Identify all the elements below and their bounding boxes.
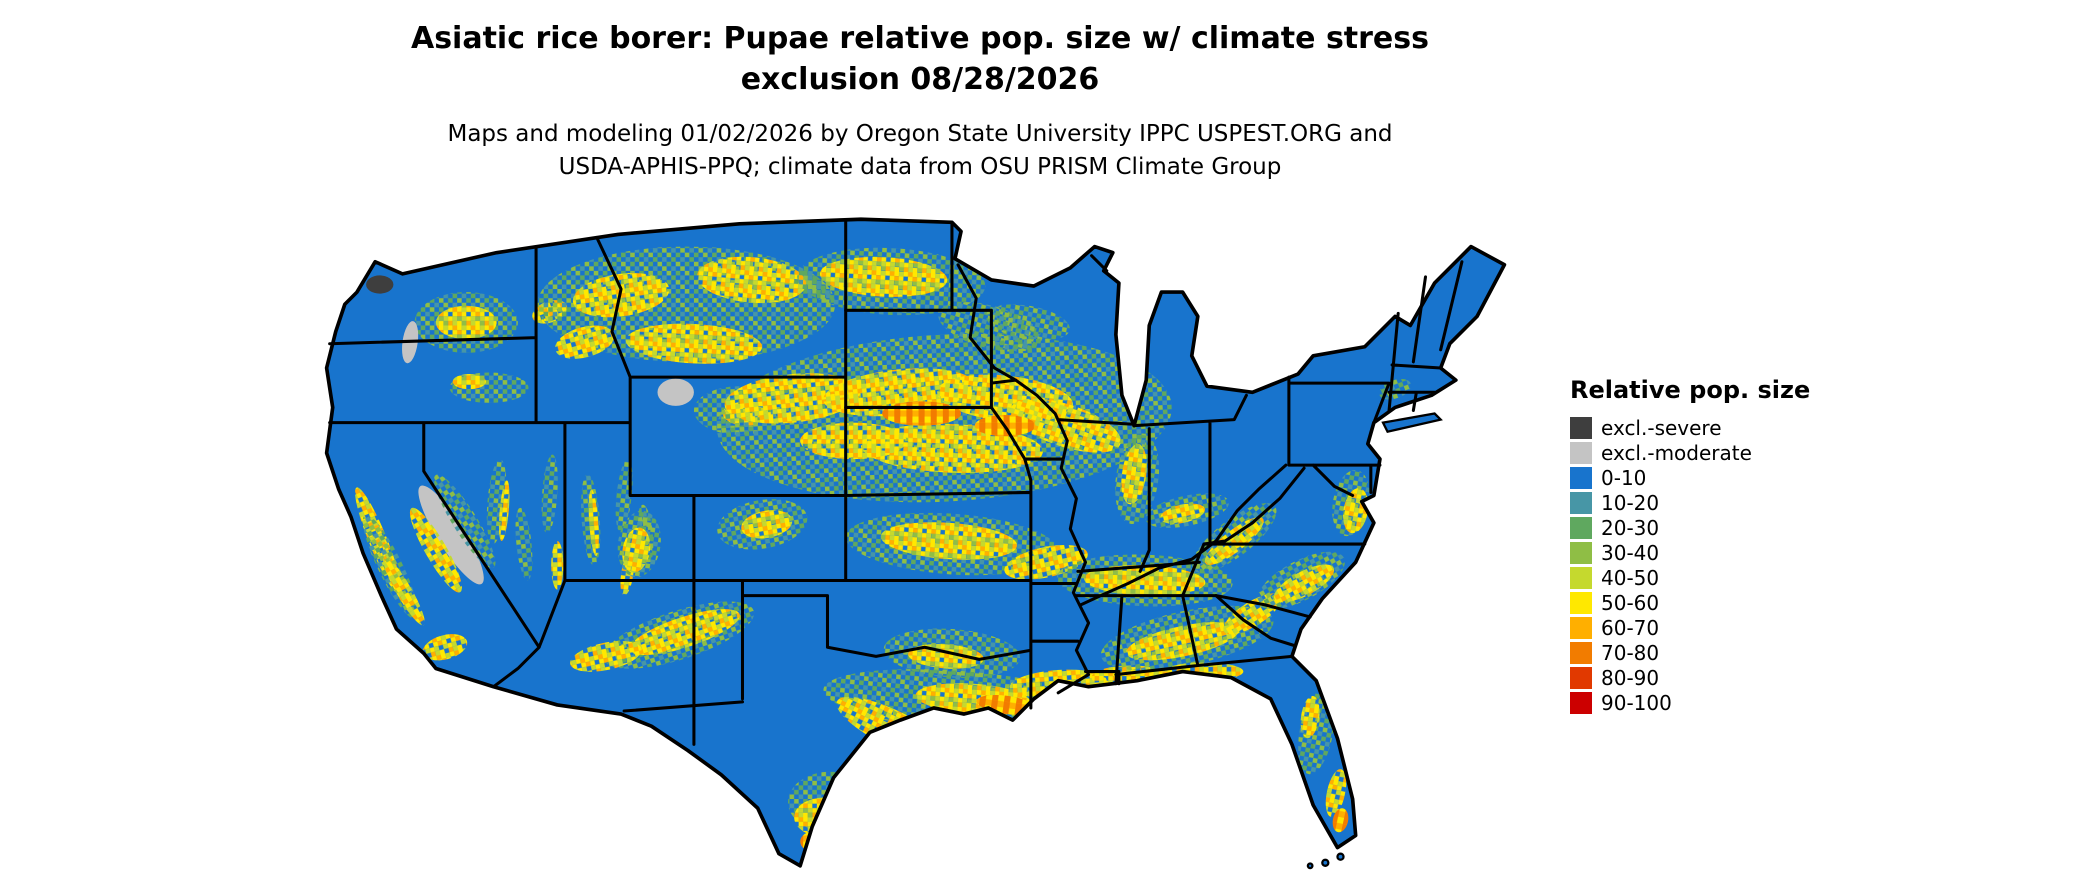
legend-item: 40-50 <box>1570 567 1810 589</box>
legend-swatch <box>1570 667 1592 689</box>
legend-items: excl.-severe excl.-moderate 0-10 10-20 20-30… <box>1570 417 1810 714</box>
legend-swatch <box>1570 542 1592 564</box>
us-coastline <box>324 217 1507 868</box>
legend-label: 30-40 <box>1601 541 1660 565</box>
offshore-islands <box>1306 412 1443 870</box>
legend-label: 50-60 <box>1601 591 1660 615</box>
map-title-line1: Asiatic rice borer: Pupae relative pop. … <box>410 21 1429 56</box>
legend-label: excl.-severe <box>1601 416 1722 440</box>
legend-label: 80-90 <box>1601 666 1660 690</box>
legend-item: 0-10 <box>1570 467 1810 489</box>
legend-label: 60-70 <box>1601 616 1660 640</box>
us-map <box>298 198 1530 881</box>
legend-item: 20-30 <box>1570 517 1810 539</box>
legend-item: 70-80 <box>1570 642 1810 664</box>
legend-item: 90-100 <box>1570 692 1810 714</box>
legend-swatch <box>1570 617 1592 639</box>
legend-label: 10-20 <box>1601 491 1660 515</box>
legend-swatch <box>1570 692 1592 714</box>
legend: Relative pop. size excl.-severe excl.-mod… <box>1570 376 1810 714</box>
legend-title: Relative pop. size <box>1570 376 1811 404</box>
map-subtitle-line2: USDA-APHIS-PPQ; climate data from OSU PR… <box>558 154 1282 180</box>
legend-item: 10-20 <box>1570 492 1810 514</box>
map-subtitle-line1: Maps and modeling 01/02/2026 by Oregon S… <box>447 121 1393 147</box>
map-title-line2: exclusion 08/28/2026 <box>740 62 1100 97</box>
legend-swatch <box>1570 642 1592 664</box>
legend-swatch <box>1570 517 1592 539</box>
header: Asiatic rice borer: Pupae relative pop. … <box>0 18 1840 184</box>
state-borders <box>328 219 1464 746</box>
map-title: Asiatic rice borer: Pupae relative pop. … <box>0 18 1840 100</box>
legend-swatch <box>1570 567 1592 589</box>
legend-label: 70-80 <box>1601 641 1660 665</box>
legend-item: 30-40 <box>1570 542 1810 564</box>
legend-label: excl.-moderate <box>1601 441 1752 465</box>
legend-label: 0-10 <box>1601 466 1647 490</box>
legend-swatch <box>1570 442 1592 464</box>
legend-label: 20-30 <box>1601 516 1660 540</box>
legend-swatch <box>1570 492 1592 514</box>
legend-label: 40-50 <box>1601 566 1660 590</box>
us-map-svg <box>324 217 1507 870</box>
legend-item: 50-60 <box>1570 592 1810 614</box>
legend-swatch <box>1570 592 1592 614</box>
legend-item: 80-90 <box>1570 667 1810 689</box>
legend-item: 60-70 <box>1570 617 1810 639</box>
map-subtitle: Maps and modeling 01/02/2026 by Oregon S… <box>0 118 1840 184</box>
legend-swatch <box>1570 417 1592 439</box>
legend-swatch <box>1570 467 1592 489</box>
legend-item: excl.-moderate <box>1570 442 1810 464</box>
legend-item: excl.-severe <box>1570 417 1810 439</box>
legend-label: 90-100 <box>1601 691 1672 715</box>
